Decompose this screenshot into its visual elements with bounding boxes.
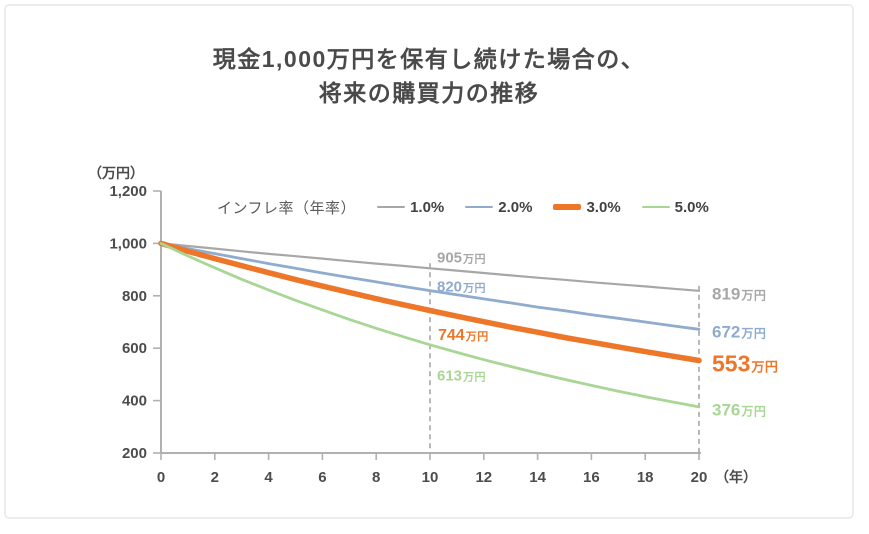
x-tick-label: 4 xyxy=(264,469,273,486)
legend-title: インフレ率（年率） xyxy=(217,199,357,217)
annotation-553万円: 553 万円 xyxy=(712,352,778,375)
legend-swatch-1.0% xyxy=(377,205,406,209)
series-line-5.0% xyxy=(159,241,701,409)
chart-title-line-2: 将来の購買力の推移 xyxy=(318,80,540,106)
x-tick-label: 6 xyxy=(318,469,326,486)
annotation-unit: 万円 xyxy=(465,331,489,344)
annotation-unit: 万円 xyxy=(741,288,767,303)
annotation-376万円: 376 万円 xyxy=(712,401,766,418)
series-line-3.0% xyxy=(158,240,702,364)
annotation-unit: 万円 xyxy=(751,359,779,374)
annotation-unit: 万円 xyxy=(741,404,767,419)
x-tick-label: 14 xyxy=(529,469,546,486)
y-tick-label: 600 xyxy=(122,340,147,357)
annotation-613万円: 613 万円 xyxy=(437,368,486,383)
legend-item-3.0%: 3.0% xyxy=(553,198,621,216)
legend-swatch-2.0% xyxy=(465,205,494,209)
annotation-value: 820 xyxy=(437,278,463,296)
x-tick-label: 8 xyxy=(372,469,380,486)
chart-title: 現金1,000万円を保有し続けた場合の、 将来の購買力の推移 xyxy=(6,42,852,110)
chart-area: 1,200 1,000 800 600 400 200 0 2 4 6 8 10 12 14 16 18 20 （… xyxy=(6,6,852,517)
legend-item-2.0%: 2.0% xyxy=(465,199,532,216)
annotation-unit: 万円 xyxy=(463,253,487,266)
annotation-value: 672 xyxy=(712,322,741,342)
x-tick-label: 2 xyxy=(211,469,219,486)
annotation-820万円: 820 万円 xyxy=(437,279,486,294)
annotation-unit: 万円 xyxy=(463,282,487,295)
chart-title-line-1: 現金1,000万円を保有し続けた場合の、 xyxy=(212,46,646,72)
annotation-unit: 万円 xyxy=(463,371,487,384)
annotation-905万円: 905 万円 xyxy=(437,251,486,266)
x-tick-label: 20 xyxy=(691,469,708,486)
legend-item-5.0%: 5.0% xyxy=(641,198,709,216)
x-tick-label: 12 xyxy=(475,469,492,486)
annotation-819万円: 819 万円 xyxy=(712,285,766,302)
x-axis-unit-label: （年） xyxy=(715,469,757,485)
y-axis-unit-label: （万円） xyxy=(88,165,144,181)
annotation-value: 819 xyxy=(712,284,741,304)
legend-label-5.0%: 5.0% xyxy=(674,198,709,216)
annotation-value: 376 xyxy=(712,400,741,420)
series-line-2.0% xyxy=(159,241,701,331)
x-tick-label: 0 xyxy=(157,469,165,486)
y-tick-label: 1,000 xyxy=(109,235,147,252)
series-line-1.0% xyxy=(159,242,701,292)
legend-swatch-3.0% xyxy=(553,204,582,210)
legend-item-1.0%: 1.0% xyxy=(377,199,444,216)
legend-label-1.0%: 1.0% xyxy=(410,198,445,216)
annotation-unit: 万円 xyxy=(741,326,767,341)
chart-legend: インフレ率（年率） 1.0% 2.0% 3.0% 5.0% xyxy=(217,196,709,218)
chart-card: 現金1,000万円を保有し続けた場合の、 将来の購買力の推移 1,200 1,00… xyxy=(4,4,854,519)
annotation-672万円: 672 万円 xyxy=(712,324,766,341)
y-tick-label: 200 xyxy=(122,445,147,462)
legend-swatch-5.0% xyxy=(641,205,670,209)
y-tick-label: 1,200 xyxy=(109,183,147,200)
legend-label-2.0%: 2.0% xyxy=(498,198,533,216)
line-chart-plot: 1,200 1,000 800 600 400 200 0 2 4 6 8 10 12 14 16 18 20 （… xyxy=(88,165,757,486)
annotation-value: 613 xyxy=(437,367,463,385)
y-tick-label: 800 xyxy=(122,288,147,305)
annotation-value: 905 xyxy=(437,249,463,267)
x-tick-label: 18 xyxy=(637,469,654,486)
annotation-value: 553 xyxy=(712,350,751,376)
x-tick-label: 10 xyxy=(422,469,439,486)
annotation-value: 744 xyxy=(438,327,465,345)
x-tick-label: 16 xyxy=(583,469,600,486)
annotation-744万円: 744 万円 xyxy=(438,328,489,344)
legend-label-3.0%: 3.0% xyxy=(586,198,621,216)
y-tick-label: 400 xyxy=(122,393,147,410)
